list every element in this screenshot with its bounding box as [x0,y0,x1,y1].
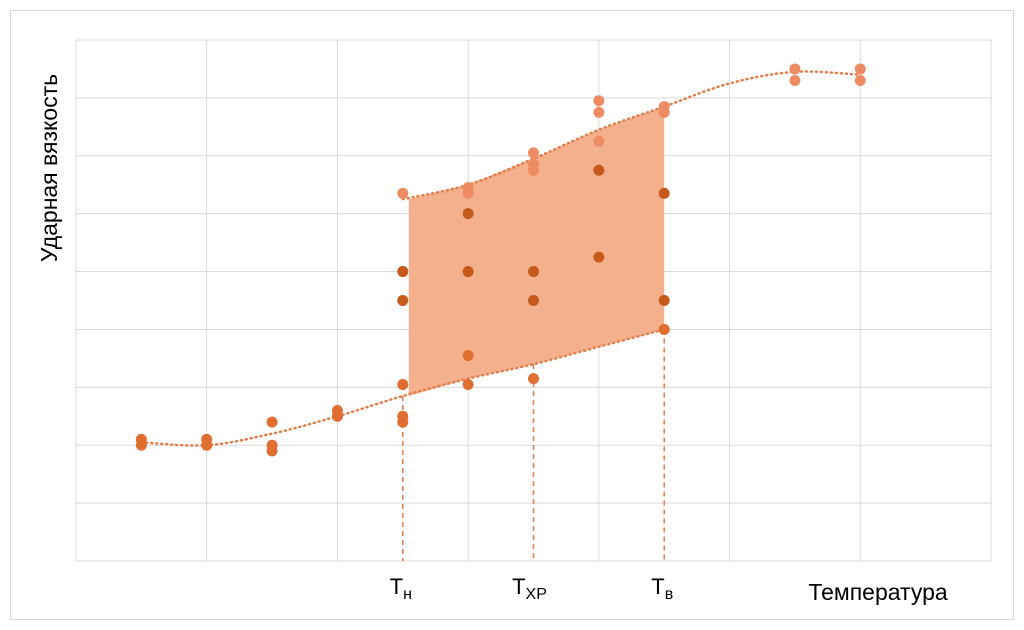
data-point-mid [528,373,539,385]
marker-label-main: Т [512,574,525,599]
transition-band [408,106,665,397]
data-point-light [593,106,605,118]
data-point-mid [397,378,409,390]
data-point-dark [658,295,670,306]
marker-label-main: Т [651,574,664,599]
data-point-light [528,147,539,159]
data-point-mid [201,439,213,451]
marker-label-sub: н [403,586,412,603]
data-point-light [854,63,866,75]
data-point-light [528,164,539,176]
data-point-light [593,135,605,147]
data-point-mid [397,416,409,428]
data-point-dark [462,208,474,220]
data-point-dark [658,187,670,199]
data-point-mid [135,439,147,451]
marker-label-sub: в [665,586,674,603]
data-point-dark [397,266,409,278]
marker-labels: Тн ТХР Тв [390,574,674,603]
data-points [135,63,866,457]
data-point-light [593,95,605,107]
data-point-mid [462,378,474,390]
data-point-dark [462,266,474,278]
marker-label: ТХР [512,574,547,603]
data-point-light [789,63,801,75]
data-point-mid [266,445,278,457]
data-point-dark [528,295,539,306]
data-point-light [854,75,866,87]
lower-trend-curve [140,328,666,447]
data-point-light [462,187,474,199]
data-point-dark [528,266,539,278]
data-point-light [397,187,409,199]
data-point-mid [658,323,670,335]
x-axis-title: Температура [808,579,948,605]
marker-label: Тв [651,574,673,603]
data-point-light [658,106,670,118]
data-point-mid [266,416,278,428]
marker-label: Тн [390,574,412,603]
data-point-mid [331,410,343,422]
data-point-light [789,75,801,87]
data-point-dark [593,164,605,176]
marker-label-main: Т [390,574,403,599]
data-point-mid [462,349,474,361]
data-point-dark [593,251,605,263]
y-axis-title: Ударная вязкость [36,74,62,262]
marker-label-sub: ХР [526,586,547,603]
data-point-dark [397,295,409,306]
